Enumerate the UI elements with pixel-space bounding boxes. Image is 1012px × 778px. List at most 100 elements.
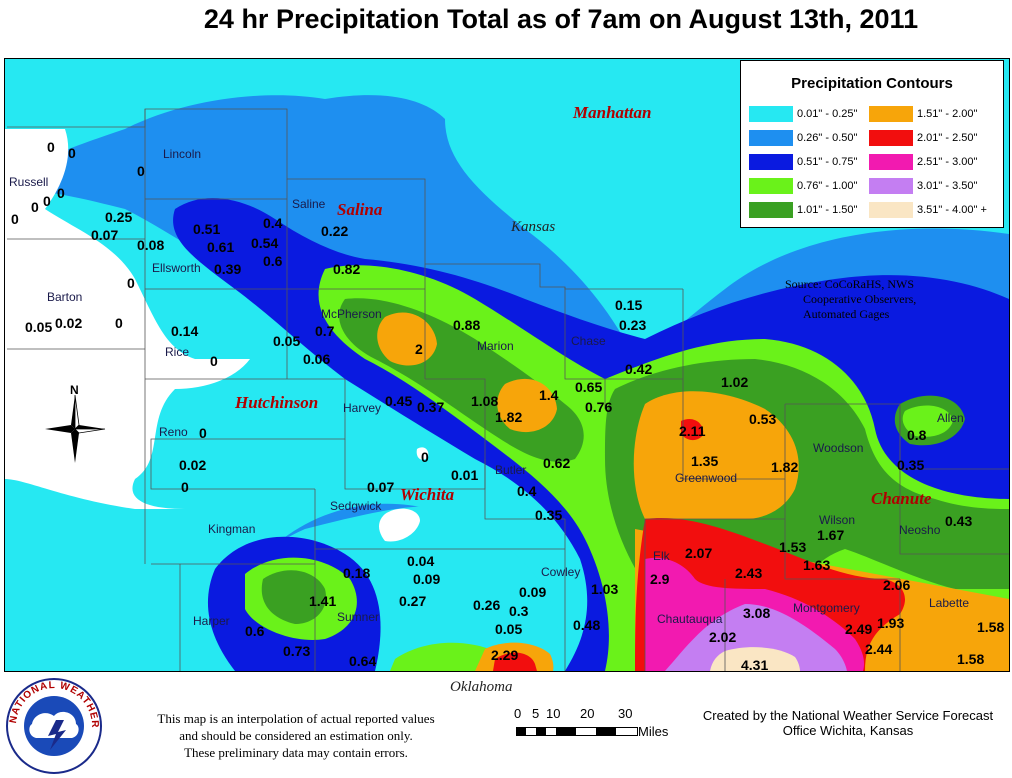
county-label: Neosho [899, 523, 941, 537]
precip-value: 4.31 [741, 657, 769, 672]
precip-value: 2.43 [735, 565, 763, 581]
contour-3.51-4.00 [710, 647, 800, 671]
county-label: Barton [47, 290, 83, 304]
precip-value: 0.6 [263, 253, 283, 269]
county-label: Marion [477, 339, 514, 353]
county-label: Butler [495, 463, 527, 477]
precip-value: 2.9 [650, 571, 670, 587]
source-note: Source: CoCoRaHS, NWS Cooperative Observ… [785, 277, 916, 322]
precip-value: 2.06 [883, 577, 911, 593]
legend-swatch [869, 130, 913, 146]
legend-label: 0.26" - 0.50" [797, 132, 858, 144]
precip-value: 0.04 [407, 553, 435, 569]
precip-value: 1.53 [779, 539, 807, 555]
county-label: Montgomery [793, 601, 860, 615]
precip-value: 2 [415, 341, 423, 357]
precip-value: 0.02 [179, 457, 207, 473]
contour-zero [416, 447, 429, 460]
precip-value: 0.73 [283, 643, 311, 659]
source-line: Source: CoCoRaHS, NWS [785, 277, 914, 291]
legend-label: 3.01" - 3.50" [917, 180, 978, 192]
legend-label: 1.51" - 2.00" [917, 108, 978, 120]
north-arrow-icon [45, 394, 106, 463]
legend-label: 0.51" - 0.75" [797, 156, 858, 168]
precip-value: 1.41 [309, 593, 337, 609]
precip-value: 0.88 [453, 317, 481, 333]
precip-value: 0.26 [473, 597, 501, 613]
county-label: Harper [193, 614, 230, 628]
county-label: Lincoln [163, 147, 202, 161]
precip-value: 2.44 [865, 641, 893, 657]
scale-unit: Miles [638, 724, 669, 739]
legend-label: 2.51" - 3.00" [917, 156, 978, 168]
precip-value: 0.05 [273, 333, 301, 349]
precip-value: 1.82 [771, 459, 799, 475]
precip-value: 1.58 [977, 619, 1005, 635]
precip-value: 2.11 [679, 423, 706, 439]
disclaimer-line: This map is an interpolation of actual r… [157, 711, 435, 726]
precip-value: 0.35 [535, 507, 563, 523]
precip-value: 0.37 [417, 399, 445, 415]
precip-value: 0.08 [137, 237, 165, 253]
precip-value: 2.02 [709, 629, 737, 645]
county-label: Chautauqua [657, 612, 723, 626]
disclaimer-line: and should be considered an estimation o… [179, 728, 413, 743]
precip-value: 0.06 [303, 351, 331, 367]
legend-label: 3.51" - 4.00" + [917, 204, 987, 216]
scale-tick: 20 [580, 706, 595, 721]
contour-1.01-1.50 [261, 570, 326, 624]
precip-value: 0.48 [573, 617, 601, 633]
precip-value: 0 [43, 193, 51, 209]
precip-value: 0 [115, 315, 123, 331]
precip-value: 0.76 [585, 399, 613, 415]
precip-value: 0.25 [105, 209, 133, 225]
precip-value: 3.08 [743, 605, 771, 621]
county-label: Chase [571, 334, 606, 348]
precip-value: 1.35 [691, 453, 719, 469]
legend-swatch [749, 106, 793, 122]
city-label: Hutchinson [235, 393, 319, 412]
city-label: Manhattan [573, 103, 652, 122]
source-line: Cooperative Observers, [803, 292, 917, 306]
legend-swatch [749, 202, 793, 218]
precip-value: 0.53 [749, 411, 777, 427]
precip-value: 1.58 [957, 651, 985, 667]
legend-swatch [869, 178, 913, 194]
map-title: 24 hr Precipitation Total as of 7am on A… [203, 4, 919, 34]
city-label: Wichita [400, 485, 455, 504]
precip-value: 2.07 [685, 545, 713, 561]
precip-value: 1.67 [817, 527, 845, 543]
county-label: Kingman [208, 522, 256, 536]
precip-value: 0.27 [399, 593, 427, 609]
precip-value: 0 [57, 185, 65, 201]
contour-zero [5, 129, 250, 509]
precip-value: 0 [127, 275, 135, 291]
precip-value: 0 [68, 145, 76, 161]
county-label: Rice [165, 345, 190, 359]
precip-value: 0.62 [543, 455, 571, 471]
state-label: Oklahoma [450, 679, 513, 695]
precip-value: 0.39 [214, 261, 242, 277]
scale-tick: 30 [618, 706, 633, 721]
precip-value: 0 [210, 353, 218, 369]
precip-value: 1.4 [539, 387, 559, 403]
precip-value: 0.07 [91, 227, 119, 243]
legend-swatch [749, 130, 793, 146]
precip-value: 0 [11, 211, 19, 227]
county-boundaries [7, 108, 1009, 671]
state-label: Kansas [511, 219, 556, 235]
county-label: Harvey [343, 401, 382, 415]
precip-value: 0.4 [263, 215, 283, 231]
precip-value: 0.02 [55, 315, 83, 331]
source-line: Automated Gages [803, 307, 890, 321]
county-label: Greenwood [675, 471, 738, 485]
precip-value: 0.18 [343, 565, 371, 581]
contour-0.76-1.00 [902, 405, 953, 437]
precip-value: 0.35 [897, 457, 925, 473]
precip-value: 0 [199, 425, 207, 441]
precip-value: 0.42 [625, 361, 653, 377]
precip-value: 0.64 [349, 653, 377, 669]
disclaimer: This map is an interpolation of actual r… [116, 710, 476, 761]
legend-swatch [749, 154, 793, 170]
contour-0.01-0.25 [5, 59, 613, 671]
